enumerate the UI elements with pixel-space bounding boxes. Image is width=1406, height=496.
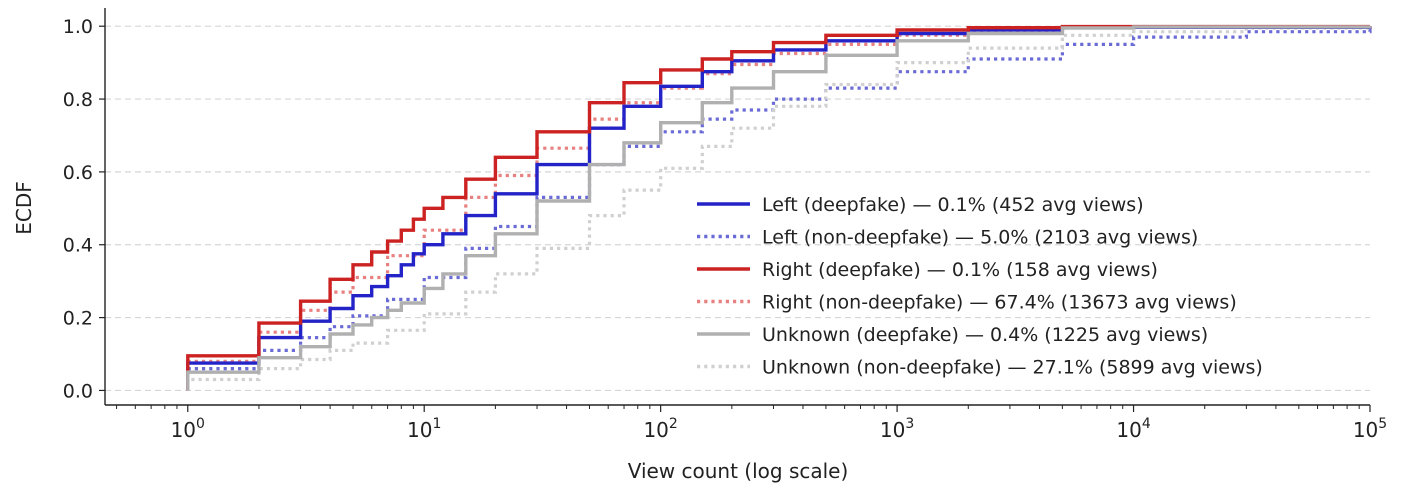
y-tick-label: 0.0 bbox=[63, 380, 93, 402]
legend-label: Unknown (non-deepfake) — 27.1% (5899 avg… bbox=[762, 357, 1263, 379]
y-axis-label: ECDF bbox=[12, 181, 36, 235]
y-tick-label: 0.4 bbox=[63, 235, 93, 257]
x-tick-label: 104 bbox=[1116, 416, 1150, 442]
x-tick-label: 102 bbox=[643, 416, 677, 442]
legend: Left (deepfake) — 0.1% (452 avg views) Le… bbox=[697, 194, 1263, 379]
legend-label: Right (non-deepfake) — 67.4% (13673 avg … bbox=[762, 292, 1237, 314]
series-line bbox=[186, 25, 1372, 391]
legend-label: Left (non-deepfake) — 5.0% (2103 avg vie… bbox=[762, 227, 1198, 249]
grid bbox=[105, 25, 1370, 392]
x-axis-label: View count (log scale) bbox=[628, 459, 849, 483]
y-tick-label: 0.2 bbox=[63, 308, 93, 330]
series-line bbox=[186, 24, 1372, 391]
y-tick-label: 0.8 bbox=[63, 89, 93, 111]
legend-label: Unknown (deepfake) — 0.4% (1225 avg view… bbox=[762, 324, 1208, 346]
y-tick-label: 0.6 bbox=[63, 162, 93, 184]
legend-label: Right (deepfake) — 0.1% (158 avg views) bbox=[762, 259, 1158, 281]
x-tick-label: 105 bbox=[1353, 416, 1387, 442]
x-tick-label: 103 bbox=[880, 416, 914, 442]
axes bbox=[104, 8, 1370, 406]
x-tick-label: 100 bbox=[171, 416, 205, 442]
legend-label: Left (deepfake) — 0.1% (452 avg views) bbox=[762, 194, 1144, 216]
y-tick-label: 1.0 bbox=[63, 16, 93, 38]
ticks: 0.0 0.2 0.4 0.6 0.8 1.0 100 101 102 103 104 105 bbox=[63, 16, 1387, 442]
x-tick-label: 101 bbox=[407, 416, 441, 442]
series-lines bbox=[186, 24, 1372, 391]
